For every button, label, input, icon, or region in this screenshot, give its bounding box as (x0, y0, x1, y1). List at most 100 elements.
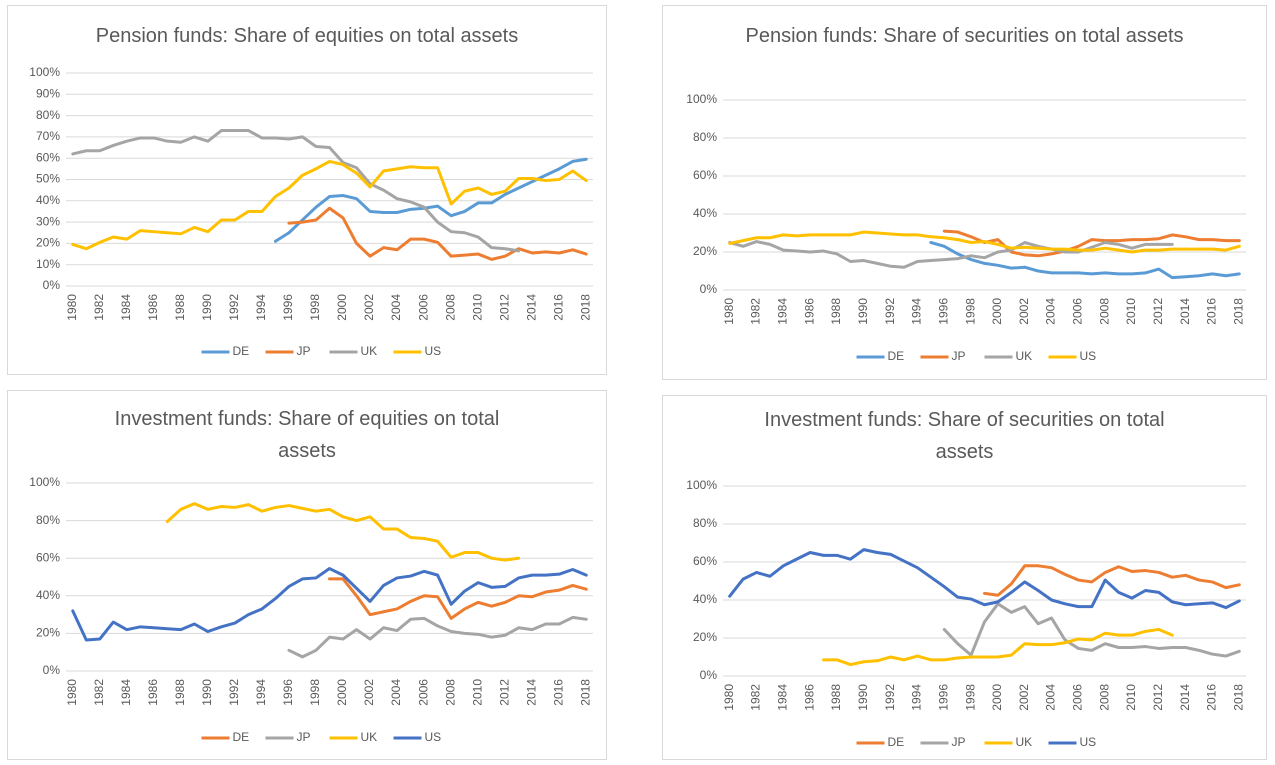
series-line (273, 157, 588, 243)
x-tick-label: 2008 (1097, 684, 1111, 711)
x-tick-label: 2012 (497, 679, 511, 706)
legend-label: UK (361, 344, 378, 358)
x-tick-label: 1992 (227, 294, 241, 321)
x-tick-label: 2002 (362, 679, 376, 706)
legend-label: DE (888, 735, 905, 749)
x-tick-label: 2016 (1205, 298, 1219, 325)
x-tick-label: 2014 (1178, 298, 1192, 325)
y-tick-label: 0% (700, 668, 718, 682)
y-tick-label: 70% (36, 129, 60, 143)
legend-label: DE (233, 730, 250, 744)
legend-label: UK (361, 730, 378, 744)
x-tick-label: 2002 (1017, 684, 1031, 711)
chart: 0% 10% 20% 30% 40% 50% 60% 70% 80% 90% 100% 1980 198… (29, 65, 593, 358)
y-tick-label: 80% (36, 108, 60, 122)
series-line (929, 241, 1241, 280)
legend-label: DE (233, 344, 250, 358)
chart-panel: 0% 20% 40% 60% 80% 100% 1980 1982 1984 1986 1988 19… (7, 390, 607, 760)
chart: 0% 20% 40% 60% 80% 100% 1980 1982 1984 1986 1988 19… (686, 478, 1246, 749)
x-tick-label: 2018 (1231, 684, 1245, 711)
x-tick-label: 2004 (1044, 298, 1058, 325)
y-tick-label: 100% (29, 65, 60, 79)
y-tick-label: 100% (29, 475, 60, 489)
y-tick-label: 0% (43, 663, 61, 677)
x-tick-label: 1998 (963, 298, 977, 325)
x-tick-label: 1980 (722, 298, 736, 325)
y-tick-label: 80% (36, 513, 60, 527)
chart-title: Pension funds: Share of equities on tota… (95, 25, 519, 47)
y-tick-label: 100% (686, 478, 717, 492)
y-tick-label: 0% (43, 278, 61, 292)
series-line (728, 240, 1174, 269)
y-tick-label: 10% (36, 257, 60, 271)
y-tick-label: 20% (693, 244, 717, 258)
x-tick-label: 2014 (1178, 684, 1192, 711)
y-tick-label: 80% (693, 130, 717, 144)
legend-label: DE (888, 349, 905, 363)
x-tick-label: 2002 (1017, 298, 1031, 325)
x-tick-label: 1980 (65, 294, 79, 321)
series-line (728, 230, 1241, 254)
x-tick-label: 1990 (856, 298, 870, 325)
x-tick-label: 1990 (856, 684, 870, 711)
x-tick-label: 1998 (308, 679, 322, 706)
x-tick-label: 1988 (829, 298, 843, 325)
y-tick-label: 50% (36, 172, 60, 186)
x-tick-label: 1992 (883, 684, 897, 711)
y-tick-label: 40% (693, 206, 717, 220)
x-tick-label: 1994 (910, 684, 924, 711)
x-tick-label: 1994 (910, 298, 924, 325)
x-tick-label: 2010 (470, 679, 484, 706)
x-tick-label: 2016 (551, 294, 565, 321)
x-tick-label: 2008 (443, 294, 457, 321)
x-tick-label: 2002 (362, 294, 376, 321)
series-line (983, 564, 1241, 597)
x-tick-label: 1986 (146, 294, 160, 321)
series-line (287, 206, 588, 261)
legend-label: JP (952, 349, 966, 363)
x-tick-label: 1996 (936, 298, 950, 325)
x-tick-label: 2000 (335, 679, 349, 706)
x-tick-label: 2010 (1124, 684, 1138, 711)
x-tick-label: 2012 (497, 294, 511, 321)
chart: 0% 20% 40% 60% 80% 100% 1980 1982 1984 1986 1988 19… (29, 475, 593, 744)
y-tick-label: 40% (36, 193, 60, 207)
series-line (71, 159, 588, 251)
chart-title: Investment funds: Share of equities on t… (114, 408, 500, 462)
y-tick-label: 80% (693, 516, 717, 530)
x-tick-label: 1990 (200, 679, 214, 706)
chart-panel: 0% 20% 40% 60% 80% 100% 1980 1982 1984 1986 1988 19… (662, 395, 1267, 760)
series-line (728, 548, 1241, 610)
y-tick-label: 0% (700, 282, 718, 296)
y-tick-label: 60% (36, 550, 60, 564)
legend-label: US (1080, 735, 1097, 749)
x-tick-label: 1998 (308, 294, 322, 321)
x-tick-label: 2018 (578, 679, 592, 706)
y-tick-label: 60% (36, 150, 60, 164)
legend-label: US (425, 344, 442, 358)
x-tick-label: 2006 (416, 294, 430, 321)
legend-label: JP (297, 730, 311, 744)
y-tick-label: 20% (36, 236, 60, 250)
chart-panel: 0% 20% 40% 60% 80% 100% 1980 1982 1984 1986 1988 19… (662, 5, 1267, 380)
x-tick-label: 1986 (802, 684, 816, 711)
x-tick-label: 2006 (416, 679, 430, 706)
x-tick-label: 1986 (146, 679, 160, 706)
x-tick-label: 2018 (1231, 298, 1245, 325)
x-tick-label: 2004 (1044, 684, 1058, 711)
y-tick-label: 100% (686, 92, 717, 106)
x-tick-label: 2008 (443, 679, 457, 706)
legend-label: JP (952, 735, 966, 749)
series-line (71, 567, 588, 642)
chart: 0% 20% 40% 60% 80% 100% 1980 1982 1984 1986 1988 19… (686, 92, 1246, 363)
x-tick-label: 1992 (883, 298, 897, 325)
x-tick-label: 2004 (389, 294, 403, 321)
y-tick-label: 60% (693, 554, 717, 568)
x-tick-label: 1998 (963, 684, 977, 711)
x-tick-label: 2010 (1124, 298, 1138, 325)
x-tick-label: 1988 (173, 294, 187, 321)
x-tick-label: 2000 (335, 294, 349, 321)
legend-label: US (1080, 349, 1097, 363)
x-tick-label: 1996 (936, 684, 950, 711)
chart-title: Pension funds: Share of securities on to… (745, 25, 1184, 47)
